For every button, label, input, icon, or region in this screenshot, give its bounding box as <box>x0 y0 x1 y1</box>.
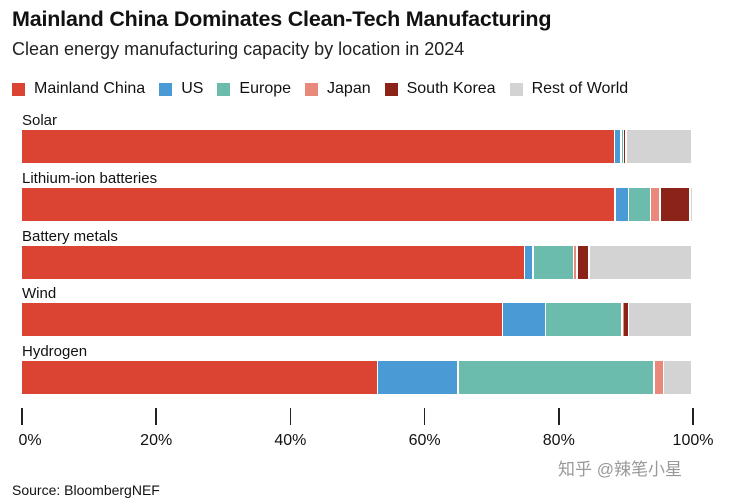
bar-segment-europe <box>629 187 650 221</box>
x-tick <box>692 408 694 425</box>
x-tick-label: 60% <box>408 432 441 449</box>
bar-hydrogen <box>22 361 693 395</box>
category-label: Wind <box>22 285 57 303</box>
bar-segment-europe <box>621 130 623 163</box>
chart-title: Mainland China Dominates Clean-Tech Manu… <box>12 7 552 31</box>
bar-segment-mainland-china <box>22 245 524 279</box>
bar-segment-rest-of-world <box>626 130 692 163</box>
legend-label: Mainland China <box>34 80 146 97</box>
x-tick-label: 100% <box>672 432 714 449</box>
bar-segment-mainland-china <box>22 187 615 221</box>
watermark: 知乎 @辣笔小星 <box>558 460 682 479</box>
bar-segment-europe <box>458 361 654 395</box>
bar-lithium-ion-batteries <box>22 187 693 221</box>
x-tick-label: 20% <box>140 432 173 449</box>
bar-segment-us <box>525 245 533 279</box>
legend-swatch <box>159 82 173 96</box>
bar-segment-europe <box>546 303 622 337</box>
bar-wind <box>22 303 693 337</box>
bar-segment-europe <box>533 245 573 279</box>
source-note: Source: BloombergNEF <box>12 482 160 498</box>
legend-label: South Korea <box>406 80 496 97</box>
legend-label: Rest of World <box>531 80 629 97</box>
bar-segment-us <box>378 361 458 395</box>
bar-segment-south-korea <box>623 303 628 337</box>
bar-segment-south-korea <box>623 130 626 163</box>
bar-segment-us <box>615 187 628 221</box>
bar-segment-japan <box>622 303 624 337</box>
bar-segment-japan <box>651 187 660 221</box>
legend-swatch <box>217 82 231 96</box>
legend-item: US <box>159 80 203 98</box>
category-label: Hydrogen <box>22 343 88 361</box>
category-label: Lithium-ion batteries <box>22 169 158 187</box>
x-tick-label: 40% <box>274 432 307 449</box>
legend-label: Japan <box>327 80 371 97</box>
legend-item: Mainland China <box>12 80 145 98</box>
legend: Mainland China US Europe Japan South Korea Re… <box>12 80 642 98</box>
x-tick <box>155 408 157 425</box>
x-tick <box>289 408 292 425</box>
bar-segment-rest-of-world <box>629 303 692 337</box>
bar-segment-mainland-china <box>22 130 614 163</box>
category-label: Solar <box>22 112 58 129</box>
legend-item: South Korea <box>384 80 496 98</box>
bar-segment-us <box>503 303 545 337</box>
legend-label: Europe <box>239 80 292 97</box>
bar-segment-rest-of-world <box>664 361 692 395</box>
x-tick <box>21 408 23 425</box>
bar-solar <box>22 130 693 163</box>
bar-segment-mainland-china <box>22 361 377 395</box>
chart-subtitle: Clean energy manufacturing capacity by l… <box>12 39 465 59</box>
legend-label: US <box>181 80 204 97</box>
legend-swatch <box>305 82 319 96</box>
legend-item: Japan <box>305 80 371 98</box>
bar-segment-south-korea <box>577 245 589 279</box>
bar-segment-japan <box>654 361 663 395</box>
x-tick <box>423 408 426 425</box>
legend-item: Europe <box>217 80 291 98</box>
x-tick-label: 80% <box>542 432 575 449</box>
bar-battery-metals <box>22 245 693 279</box>
category-label: Battery metals <box>22 227 118 245</box>
legend-swatch <box>509 82 523 96</box>
x-tick <box>558 408 560 425</box>
bar-segment-south-korea <box>660 187 690 221</box>
legend-item: Rest of World <box>509 80 629 98</box>
legend-swatch <box>384 82 398 96</box>
bar-segment-us <box>615 130 621 163</box>
x-tick-label: 0% <box>18 432 42 449</box>
bar-segment-japan <box>574 245 577 279</box>
legend-swatch <box>12 82 25 96</box>
bar-segment-rest-of-world <box>589 245 692 279</box>
bar-segment-rest-of-world <box>690 187 692 221</box>
bar-segment-mainland-china <box>22 303 502 337</box>
